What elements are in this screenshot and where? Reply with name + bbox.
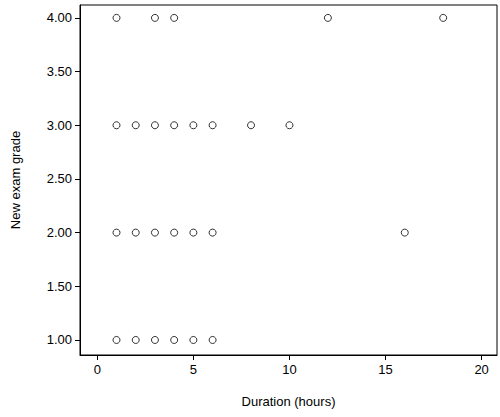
- svg-text:5: 5: [190, 362, 197, 377]
- svg-text:0: 0: [94, 362, 101, 377]
- svg-text:Duration (hours): Duration (hours): [242, 394, 336, 409]
- svg-text:20: 20: [474, 362, 488, 377]
- svg-text:10: 10: [282, 362, 296, 377]
- svg-text:1.00: 1.00: [47, 332, 72, 347]
- svg-text:4.00: 4.00: [47, 10, 72, 25]
- svg-text:2.00: 2.00: [47, 225, 72, 240]
- svg-text:New exam grade: New exam grade: [8, 131, 23, 229]
- svg-text:1.50: 1.50: [47, 279, 72, 294]
- svg-text:3.50: 3.50: [47, 64, 72, 79]
- svg-text:15: 15: [378, 362, 392, 377]
- svg-text:3.00: 3.00: [47, 118, 72, 133]
- svg-text:2.50: 2.50: [47, 171, 72, 186]
